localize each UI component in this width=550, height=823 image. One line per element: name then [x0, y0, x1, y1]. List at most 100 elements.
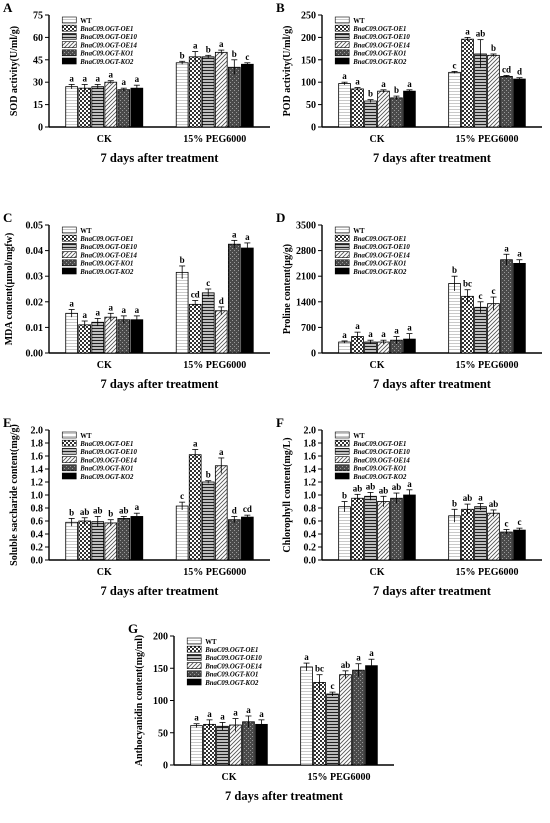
legend-label: BnaC09.OGT-OE1	[352, 441, 406, 448]
significance-letter: c	[180, 491, 184, 501]
significance-letter: a	[355, 321, 360, 331]
significance-letter: ab	[463, 493, 473, 503]
legend: WTBnaC09.OGT-OE1BnaC09.OGT-OE10BnaC09.OG…	[334, 226, 410, 276]
legend: WTBnaC09.OGT-OE1BnaC09.OGT-OE10BnaC09.OG…	[334, 16, 410, 66]
bar	[188, 454, 202, 561]
significance-letter: b	[232, 49, 237, 59]
significance-letter: a	[356, 653, 361, 663]
legend-label: BnaC09.OGT-OE14	[204, 663, 262, 670]
bar	[474, 506, 487, 561]
y-tick-label: 1.6	[31, 452, 44, 463]
bar	[214, 51, 228, 128]
bar	[65, 521, 78, 561]
bar	[403, 90, 416, 128]
legend-label: BnaC09.OGT-KO2	[79, 474, 134, 481]
y-tick-label: 150	[153, 664, 168, 675]
panel-letter: C	[3, 210, 12, 225]
x-tick-label: CK	[370, 360, 385, 371]
x-tick-label: 15% PEG6000	[183, 134, 246, 145]
significance-letter: a	[407, 323, 412, 333]
legend-swatch	[334, 456, 350, 463]
bar	[227, 243, 241, 354]
y-tick-label: 250	[301, 11, 316, 22]
legend-label: BnaC09.OGT-KO2	[204, 680, 259, 687]
y-tick-label: 0	[163, 761, 168, 772]
legend-label: BnaC09.OGT-KO1	[79, 51, 133, 58]
y-tick-label: 100	[301, 78, 316, 89]
x-tick-label: 15% PEG6000	[455, 134, 518, 145]
significance-letter: b	[452, 498, 457, 508]
bar	[513, 529, 526, 561]
panel-c: C 0.00 0.01 0.02 0.03 0.04 0.05 MDA content(μmo…	[3, 210, 270, 391]
y-tick-label: 0.4	[304, 530, 317, 541]
bar	[500, 259, 513, 354]
bar	[403, 494, 416, 561]
significance-letter: a	[478, 492, 483, 502]
x-axis-label: 7 days after treatment	[101, 377, 220, 391]
legend-swatch	[61, 431, 77, 439]
significance-letter: ab	[119, 505, 129, 515]
y-tick-label: 0.6	[31, 517, 44, 528]
significance-letter: c	[331, 681, 335, 691]
x-tick-label: CK	[222, 772, 237, 783]
significance-letter: a	[232, 229, 237, 239]
bar	[352, 669, 365, 766]
x-tick-label: CK	[97, 567, 112, 578]
bar	[117, 518, 131, 561]
bar	[241, 516, 254, 561]
y-tick-label: 1.4	[31, 465, 44, 476]
legend-label: WT	[353, 433, 365, 440]
y-tick-label: 0.01	[26, 323, 44, 334]
x-tick-label: 15% PEG6000	[455, 567, 518, 578]
y-axis-label: Chlorophyll content(mg/L)	[282, 437, 293, 552]
legend-label: BnaC09.OGT-OE10	[352, 449, 410, 456]
significance-letter: b	[69, 507, 74, 517]
legend-swatch	[61, 243, 77, 250]
y-tick-label: 2100	[296, 272, 316, 283]
significance-letter: a	[135, 74, 140, 84]
y-tick-label: 45	[33, 55, 43, 66]
y-tick-label: 1.8	[304, 439, 317, 450]
legend-swatch	[334, 234, 350, 242]
y-tick-label: 0	[38, 123, 43, 134]
significance-letter: a	[465, 26, 470, 36]
y-tick-label: 1.6	[304, 452, 317, 463]
bar	[338, 341, 351, 354]
y-tick-label: 1.2	[304, 478, 317, 489]
y-tick-label: 0.00	[26, 349, 44, 360]
bar	[214, 310, 228, 354]
legend-label: WT	[205, 639, 217, 646]
bar	[117, 89, 131, 128]
x-tick-label: 15% PEG6000	[455, 360, 518, 371]
significance-letter: ab	[476, 29, 486, 39]
bar	[364, 100, 377, 128]
x-tick-label: 15% PEG6000	[183, 360, 246, 371]
x-tick-label: 15% PEG6000	[183, 567, 246, 578]
panel-letter: A	[3, 0, 13, 15]
bar	[339, 674, 352, 766]
bar	[377, 501, 390, 561]
bar	[365, 665, 378, 766]
legend-label: BnaC09.OGT-KO2	[79, 269, 134, 276]
significance-letter: ab	[80, 507, 90, 517]
y-tick-label: 2800	[296, 246, 316, 257]
y-tick-label: 50	[158, 728, 168, 739]
y-tick-label: 15	[33, 100, 43, 111]
legend-swatch	[334, 226, 350, 234]
bar	[461, 295, 474, 354]
significance-letter: d	[219, 296, 224, 306]
significance-letter: a	[342, 330, 347, 340]
significance-letter: a	[369, 648, 374, 658]
significance-letter: a	[82, 310, 87, 320]
legend-swatch	[334, 33, 350, 40]
bar	[104, 81, 118, 128]
bar	[313, 682, 326, 766]
significance-letter: b	[394, 85, 399, 95]
legend-swatch	[61, 439, 77, 447]
bar	[130, 516, 144, 561]
significance-letter: a	[135, 502, 140, 512]
significance-letter: a	[304, 652, 309, 662]
bar	[201, 481, 215, 561]
y-axis-label: SOD activity(U/ml/g)	[9, 26, 20, 116]
panel-f: F 0.0 0.2 0.4 0.6 0.8 1.0 1.2 1.4 1.6 1.8 2.0 Chloro…	[276, 415, 542, 598]
